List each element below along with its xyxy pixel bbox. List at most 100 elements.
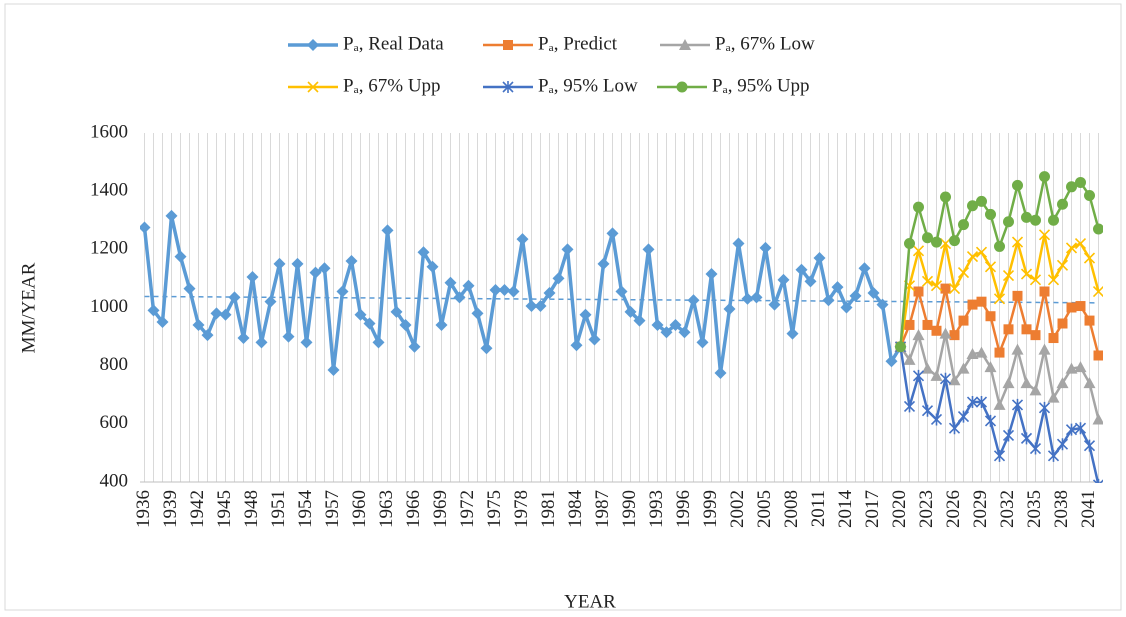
- marker: [210, 307, 223, 320]
- marker: [1047, 449, 1060, 462]
- marker: [921, 404, 934, 417]
- marker: [985, 208, 996, 220]
- marker: [949, 235, 960, 247]
- marker: [1074, 237, 1087, 250]
- legend-label: Pₐ, 67% Low: [715, 33, 815, 54]
- x-tick-label: 2032: [997, 490, 1018, 528]
- marker: [904, 319, 915, 330]
- marker: [282, 330, 295, 343]
- marker: [1012, 290, 1023, 301]
- x-tick-label: 2005: [754, 490, 775, 528]
- plot-area: [140, 171, 1103, 483]
- marker: [984, 261, 997, 273]
- marker: [885, 355, 898, 368]
- marker: [1039, 171, 1050, 183]
- marker: [669, 318, 682, 331]
- marker: [1056, 438, 1069, 451]
- marker: [939, 237, 952, 250]
- x-tick-label: 1975: [484, 490, 505, 528]
- marker: [1048, 214, 1059, 226]
- legend-label: Pₐ, 67% Upp: [343, 75, 441, 96]
- x-tick-label: 1996: [673, 490, 694, 528]
- marker: [966, 396, 979, 409]
- marker: [1075, 301, 1086, 312]
- x-tick-label: 2008: [781, 490, 802, 528]
- marker: [1020, 377, 1033, 389]
- x-tick-label: 2017: [862, 490, 883, 528]
- marker: [931, 325, 942, 336]
- marker: [831, 281, 844, 294]
- marker: [939, 372, 952, 385]
- marker: [417, 246, 430, 259]
- marker: [732, 237, 745, 250]
- marker: [1047, 391, 1060, 403]
- marker: [1011, 236, 1024, 248]
- marker: [642, 243, 655, 256]
- marker: [940, 283, 951, 294]
- marker: [507, 285, 520, 298]
- x-tick-label: 1951: [268, 490, 289, 528]
- marker: [948, 422, 961, 435]
- marker: [1012, 179, 1023, 191]
- marker: [1084, 190, 1095, 202]
- marker: [876, 298, 889, 311]
- marker: [525, 300, 538, 313]
- marker: [183, 282, 196, 295]
- marker: [1039, 286, 1050, 297]
- y-tick-label: 400: [100, 470, 129, 491]
- legend-label: Pₐ, Real Data: [343, 33, 444, 54]
- marker: [246, 270, 259, 283]
- marker: [1021, 211, 1032, 223]
- marker: [1002, 429, 1015, 442]
- marker: [1066, 181, 1077, 193]
- x-tick-label: 1936: [133, 490, 154, 528]
- marker: [957, 362, 970, 374]
- marker: [1074, 361, 1087, 373]
- marker: [444, 276, 457, 289]
- marker: [948, 283, 961, 295]
- x-tick-label: 1993: [646, 490, 667, 528]
- marker: [822, 294, 835, 307]
- marker: [1093, 350, 1103, 361]
- x-tick-label: 2023: [916, 490, 937, 528]
- marker: [228, 291, 241, 304]
- marker: [435, 318, 448, 331]
- marker: [966, 251, 979, 263]
- marker: [1057, 318, 1068, 329]
- marker: [966, 348, 979, 360]
- marker: [1002, 269, 1015, 282]
- legend-label: Pₐ, 95% Low: [538, 75, 638, 96]
- trendline: [144, 295, 1099, 304]
- marker: [273, 257, 286, 270]
- marker: [840, 301, 853, 314]
- marker: [1003, 324, 1014, 335]
- marker: [1029, 274, 1042, 286]
- x-tick-label: 1948: [241, 490, 262, 528]
- marker: [984, 414, 997, 427]
- marker: [426, 260, 439, 273]
- marker: [165, 209, 178, 222]
- marker: [1038, 229, 1051, 241]
- x-tick-label: 2035: [1024, 490, 1045, 528]
- marker: [570, 339, 583, 352]
- marker: [676, 81, 688, 93]
- x-tick-label: 1990: [619, 490, 640, 528]
- marker: [976, 296, 987, 307]
- x-tick-label: 1969: [430, 490, 451, 528]
- marker: [985, 311, 996, 322]
- marker: [1083, 252, 1096, 264]
- marker: [975, 246, 988, 258]
- marker: [895, 341, 906, 353]
- marker: [912, 245, 925, 257]
- marker: [1075, 176, 1086, 188]
- marker: [307, 39, 319, 51]
- marker: [696, 336, 709, 349]
- marker: [687, 294, 700, 307]
- marker: [345, 254, 358, 267]
- marker: [913, 286, 924, 297]
- marker: [849, 289, 862, 302]
- marker: [219, 308, 232, 321]
- marker: [480, 342, 493, 355]
- marker: [309, 266, 322, 279]
